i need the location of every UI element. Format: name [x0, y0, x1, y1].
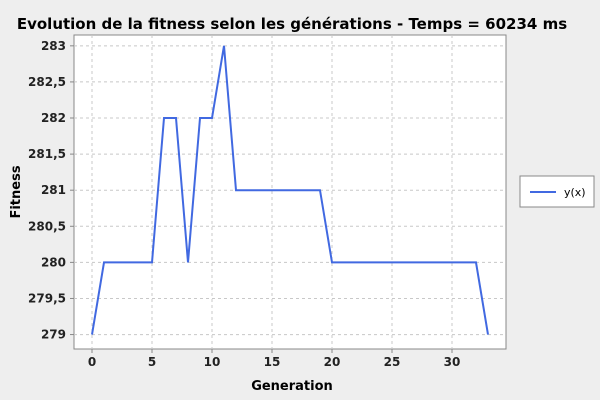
- plot-area: [73, 34, 507, 350]
- y-tick-label: 282: [41, 111, 66, 125]
- x-tick-label: 15: [264, 355, 281, 369]
- y-tick-label: 280,5: [28, 219, 66, 233]
- y-tick-label: 281,5: [28, 147, 66, 161]
- y-tick-label: 281: [41, 183, 66, 197]
- x-tick-label: 30: [444, 355, 461, 369]
- x-tick-label: 25: [384, 355, 401, 369]
- y-tick-label: 282,5: [28, 75, 66, 89]
- y-tick-label: 279,5: [28, 291, 66, 305]
- x-tick-label: 5: [148, 355, 156, 369]
- axis-ticks: 0 5 10 15 20 25 30 279 279,5 280 280,5 281 281,5 282 2…: [28, 39, 460, 369]
- y-tick-label: 279: [41, 328, 66, 342]
- y-tick-label: 283: [41, 39, 66, 53]
- y-axis-label: Fitness: [9, 165, 24, 218]
- x-tick-label: 10: [204, 355, 221, 369]
- legend: y(x): [519, 175, 595, 208]
- x-axis-label: Generation: [251, 379, 333, 394]
- series-layer: [91, 45, 489, 335]
- legend-label: y(x): [564, 186, 586, 199]
- x-tick-label: 20: [324, 355, 341, 369]
- series-line-0: [91, 45, 489, 335]
- x-tick-label: 0: [88, 355, 96, 369]
- y-tick-label: 280: [41, 255, 66, 269]
- chart-title: Evolution de la fitness selon les généra…: [17, 15, 567, 33]
